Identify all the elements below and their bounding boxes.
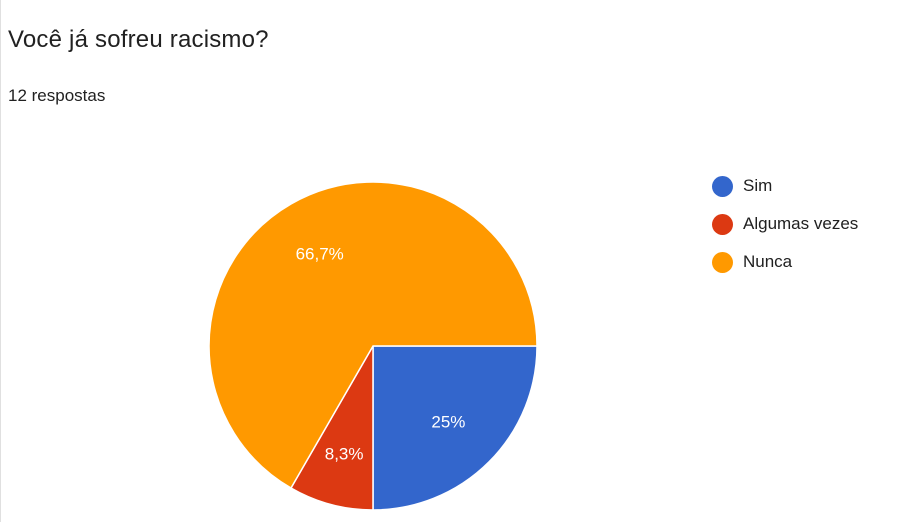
- legend-item-algumas-vezes[interactable]: Algumas vezes: [712, 212, 858, 236]
- pie-slice-nunca[interactable]: [208, 181, 538, 490]
- legend-item-nunca[interactable]: Nunca: [712, 250, 858, 274]
- legend-label: Nunca: [743, 252, 793, 271]
- question-title: Você já sofreu racismo?: [8, 26, 269, 53]
- slice-label-nunca: 66,7%: [296, 245, 344, 264]
- legend-label: Sim: [743, 176, 773, 195]
- legend-swatch-icon: [712, 213, 733, 235]
- legend-item-sim[interactable]: Sim: [712, 174, 858, 198]
- pie-slice-algumas-vezes[interactable]: [289, 343, 374, 511]
- legend-label: Algumas vezes: [743, 214, 859, 233]
- slice-label-algumas-vezes: 8,3%: [325, 445, 364, 464]
- chart-legend: Sim Algumas vezes Nunca: [712, 174, 858, 288]
- pie-slice-sim[interactable]: [372, 345, 538, 511]
- legend-swatch-icon: [712, 251, 733, 273]
- legend-swatch-icon: [712, 175, 733, 197]
- slice-label-sim: 25%: [431, 412, 465, 431]
- response-count: 12 respostas: [8, 86, 106, 105]
- card-border: [0, 0, 1, 522]
